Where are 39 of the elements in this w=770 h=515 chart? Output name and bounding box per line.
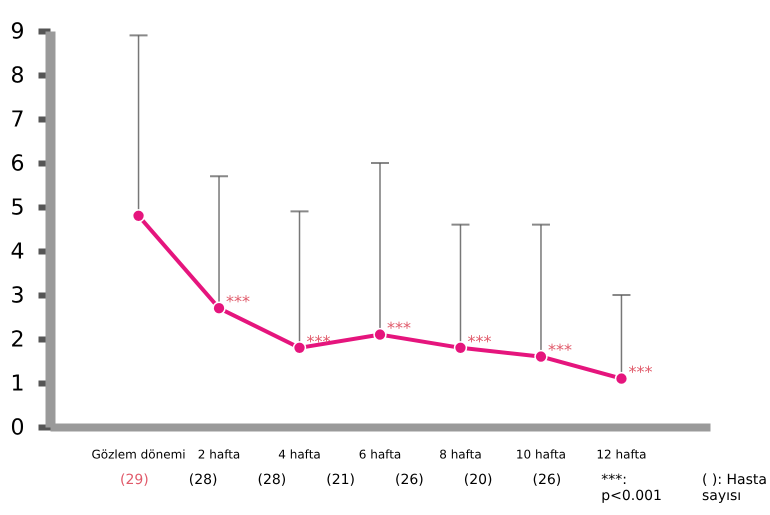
annotation: *** <box>306 332 331 351</box>
y-tick-label: 3 <box>10 284 24 308</box>
y-tick-label: 0 <box>10 416 24 440</box>
annotation: *** <box>387 318 411 338</box>
text: (26) <box>395 472 424 490</box>
annotation: *** <box>226 292 250 312</box>
text: (29) <box>120 472 149 490</box>
text: ( ): Hasta sayısı <box>702 472 768 504</box>
point <box>534 350 548 364</box>
annotation: *** <box>548 340 572 360</box>
y-tick-label: 4 <box>10 240 24 264</box>
annotation: *** <box>467 332 492 351</box>
x-tick-label: 12 hafta <box>596 448 647 462</box>
y-tick-label: 5 <box>10 196 24 220</box>
x-tick-label: 4 hafta <box>278 448 321 462</box>
text: (20) <box>464 472 492 490</box>
point <box>614 372 628 386</box>
text: (28) <box>258 472 286 490</box>
point <box>373 328 387 342</box>
y-tick-label: 1 <box>10 372 24 396</box>
y-tick-label: 2 <box>10 328 24 352</box>
x-tick-label: 6 hafta <box>358 448 402 462</box>
text: (26) <box>532 472 562 490</box>
x-tick-label: 2 hafta <box>198 448 240 462</box>
x-tick-label: 8 hafta <box>439 448 482 462</box>
x-tick-label: 10 hafta <box>516 448 566 462</box>
point <box>454 341 468 354</box>
point <box>292 341 306 354</box>
y-tick-label: 8 <box>10 64 24 88</box>
y-tick-label: 7 <box>10 108 24 132</box>
x-tick-label: Gözlem dönemi <box>91 448 186 462</box>
y-tick-label: 6 <box>10 152 24 176</box>
point <box>212 302 226 315</box>
text: (21) <box>326 472 355 490</box>
text: ***: p<0.001 <box>601 472 662 504</box>
text: (28) <box>188 472 218 490</box>
annotation: *** <box>628 362 652 382</box>
point <box>132 209 146 222</box>
y-tick-label: 9 <box>10 20 24 44</box>
